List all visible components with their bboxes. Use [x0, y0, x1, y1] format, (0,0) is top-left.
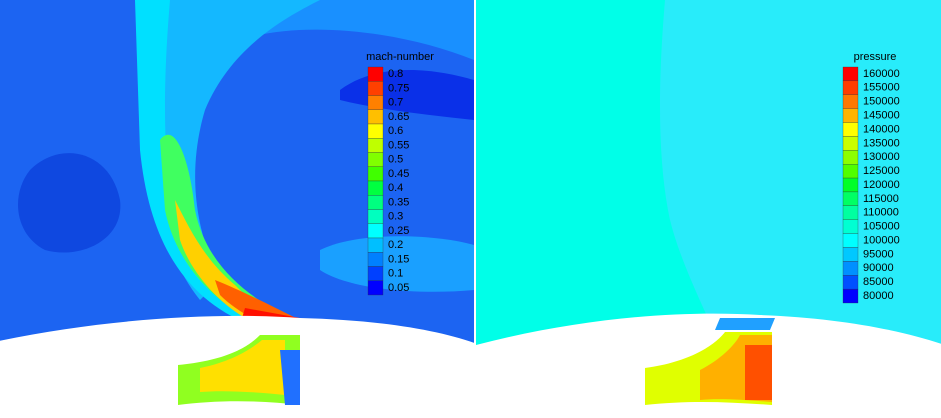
- legend-swatch: [367, 195, 384, 210]
- legend-label: 0.2: [388, 239, 403, 251]
- mach-contour: [0, 0, 474, 405]
- legend-label: 0.65: [388, 111, 409, 123]
- legend-label: 155000: [863, 82, 900, 94]
- legend-swatch: [367, 237, 384, 253]
- legend-swatch: [842, 108, 859, 123]
- legend-label: 0.8: [388, 68, 403, 80]
- legend-swatch: [367, 138, 384, 153]
- legend-swatch: [367, 109, 384, 125]
- legend-label: 100000: [863, 234, 900, 246]
- legend-swatch: [842, 80, 859, 95]
- legend-label: 0.1: [388, 268, 403, 280]
- legend-label: 0.3: [388, 211, 403, 223]
- legend-label: 0.4: [388, 182, 403, 194]
- legend-label: 0.55: [388, 139, 409, 151]
- legend-label: 120000: [863, 179, 900, 191]
- legend-label: 80000: [863, 290, 894, 302]
- legend-swatch: [367, 66, 384, 82]
- legend-swatch: [842, 164, 859, 179]
- legend-swatch: [367, 81, 384, 96]
- legend-swatch: [367, 280, 384, 296]
- legend-label: 0.75: [388, 82, 409, 94]
- legend-label: 105000: [863, 221, 900, 233]
- legend-swatch: [842, 247, 859, 262]
- pressure-contour: [476, 0, 941, 418]
- legend-swatch: [842, 191, 859, 206]
- legend-swatch: [842, 233, 859, 248]
- legend-swatch: [842, 66, 859, 82]
- legend-swatch: [367, 180, 384, 196]
- legend-swatch: [842, 219, 859, 234]
- legend-label: 125000: [863, 165, 900, 177]
- legend-swatch: [842, 205, 859, 220]
- legend-swatch: [842, 275, 859, 290]
- legend-label: 0.15: [388, 253, 409, 265]
- legend-label: 130000: [863, 151, 900, 163]
- legend-label: 95000: [863, 248, 894, 260]
- legend-label: 0.7: [388, 97, 403, 109]
- legend-swatch: [842, 177, 859, 193]
- legend-swatch: [842, 150, 859, 165]
- legend-swatch: [367, 209, 384, 224]
- legend-label: 90000: [863, 262, 894, 274]
- legend-swatch: [842, 288, 859, 304]
- legend-title: mach-number: [366, 51, 434, 63]
- legend-swatch: [367, 223, 384, 239]
- legend-label: 0.05: [388, 282, 409, 294]
- legend-swatch: [367, 95, 384, 110]
- legend-swatch: [367, 166, 384, 182]
- legend-label: 0.5: [388, 154, 403, 166]
- legend-label: 145000: [863, 109, 900, 121]
- legend-label: 0.35: [388, 196, 409, 208]
- legend-label: 140000: [863, 123, 900, 135]
- legend-swatch: [367, 152, 384, 167]
- legend-label: 160000: [863, 68, 900, 80]
- legend-title: pressure: [854, 51, 897, 63]
- legend-swatch: [842, 136, 859, 151]
- legend-label: 0.6: [388, 125, 403, 137]
- legend-swatch: [367, 252, 384, 267]
- legend-swatch: [367, 123, 384, 139]
- legend-label: 150000: [863, 96, 900, 108]
- legend-label: 0.25: [388, 225, 409, 237]
- legend-label: 110000: [863, 207, 899, 219]
- legend-label: 0.45: [388, 168, 409, 180]
- legend-label: 115000: [863, 193, 899, 205]
- legend-label: 85000: [863, 276, 894, 288]
- legend-label: 135000: [863, 137, 900, 149]
- legend-swatch: [367, 266, 384, 281]
- legend-swatch: [842, 94, 859, 109]
- legend-swatch: [842, 261, 859, 276]
- legend-swatch: [842, 122, 859, 137]
